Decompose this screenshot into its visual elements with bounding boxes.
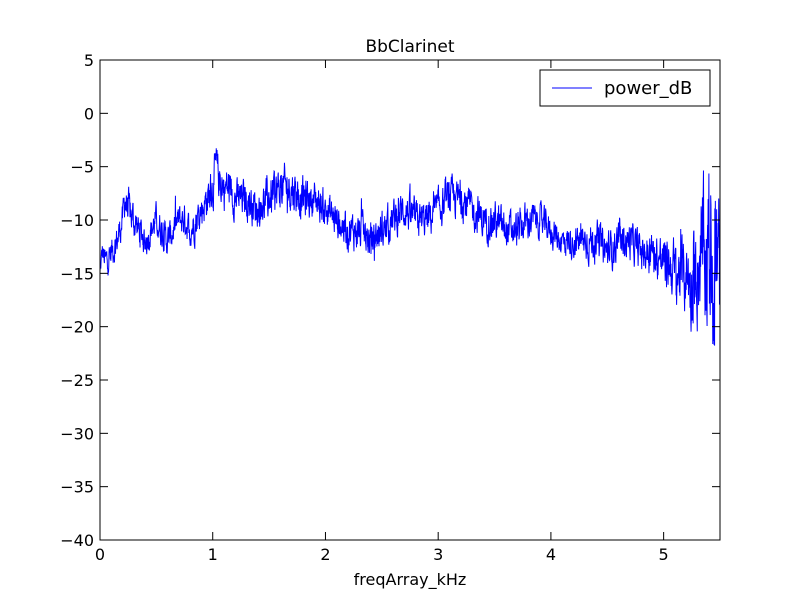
x-tick-label: 5: [659, 545, 669, 564]
x-tick-label: 4: [546, 545, 556, 564]
x-axis-label: freqArray_kHz: [354, 570, 467, 590]
y-tick-label: 5: [84, 51, 94, 70]
x-tick-label: 3: [433, 545, 443, 564]
y-tick-label: −30: [60, 424, 94, 443]
legend: power_dB: [539, 69, 711, 107]
y-tick-label: −10: [60, 211, 94, 230]
y-tick-label: 0: [84, 104, 94, 123]
y-axis: 5 0 −5 −10 −15 −20 −25 −30 −35 −40: [60, 51, 720, 550]
series-line-power-db: [100, 148, 720, 346]
chart-title: BbClarinet: [365, 37, 454, 57]
y-tick-label: −25: [60, 371, 94, 390]
plot-frame: [99, 59, 721, 541]
y-tick-label: −40: [60, 531, 94, 550]
y-tick-label: −35: [60, 478, 94, 497]
x-tick-label: 0: [95, 545, 105, 564]
legend-label-power-db: power_dB: [604, 78, 692, 99]
x-axis: 0 1 2 3 4 5: [95, 60, 669, 564]
y-tick-label: −15: [60, 264, 94, 283]
y-tick-label: −20: [60, 318, 94, 337]
x-tick-label: 2: [320, 545, 330, 564]
y-tick-label: −5: [70, 158, 94, 177]
x-tick-label: 1: [208, 545, 218, 564]
